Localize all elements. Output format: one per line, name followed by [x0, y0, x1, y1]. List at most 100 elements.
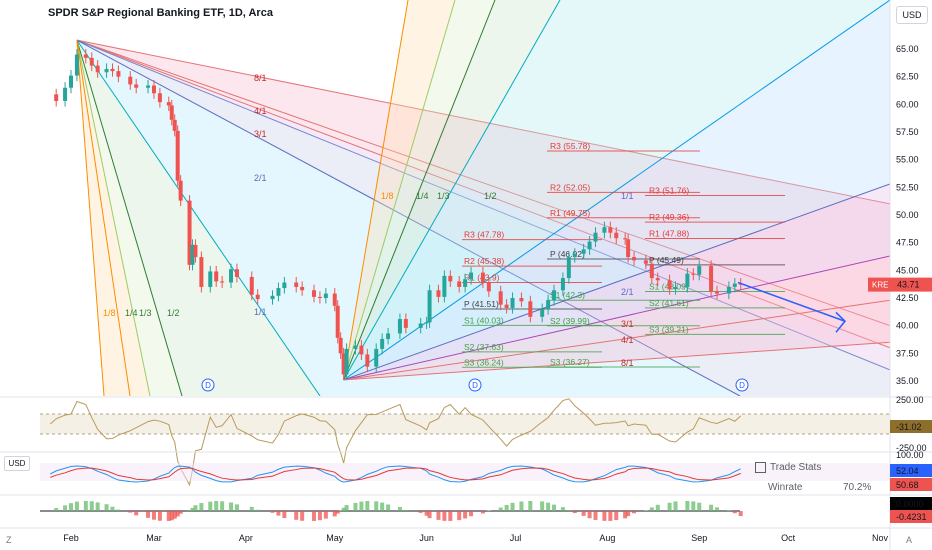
histogram-bar [110, 506, 115, 511]
currency-button-lower[interactable]: USD [4, 456, 30, 471]
gann-fan-layer [76, 0, 890, 396]
candle-body [691, 273, 696, 275]
candle-body [457, 281, 462, 287]
candle-body [234, 269, 239, 277]
price-tick-label: 47.50 [896, 238, 919, 248]
histogram-bar [229, 502, 234, 511]
gann-fan-label: 1/3 [139, 308, 152, 318]
histogram-bar [190, 507, 195, 511]
candle-body [697, 265, 702, 275]
osc2-tick-label: 100.00 [896, 450, 924, 460]
histogram-bar [134, 511, 139, 516]
candle-body [442, 275, 447, 297]
candle-body [480, 272, 485, 283]
gann-fan-line [343, 0, 890, 381]
candle-body [110, 68, 115, 72]
time-axis[interactable]: Feb Mar Apr May Jun Jul Aug Sep Oct Nov [0, 527, 932, 543]
stoch-d-line [50, 467, 741, 481]
histogram-bar [172, 511, 177, 519]
pivot-label: R1 (47.88) [649, 228, 689, 238]
gann-fan-line [343, 255, 890, 381]
candle-body [626, 239, 631, 258]
candle-body [229, 269, 234, 283]
chart-title: SPDR S&P Regional Banking ETF, 1D, Arca [48, 7, 273, 19]
candle-body [673, 286, 678, 290]
histogram-bar [270, 511, 275, 513]
oscillator-band [40, 463, 890, 481]
histogram-bar [510, 502, 515, 511]
histogram-bar [69, 503, 73, 511]
auto-scale-icon[interactable]: A [906, 535, 913, 545]
candle-body [380, 338, 385, 349]
candle-body [572, 253, 577, 258]
histogram-bar [726, 510, 731, 511]
osc1-tick-label: -250.00 [896, 443, 927, 453]
candle-body [403, 319, 408, 328]
histogram-bar [157, 511, 162, 521]
candle-body [83, 54, 88, 58]
candle-body [566, 257, 571, 279]
histogram-bar [566, 510, 571, 511]
candle-body [276, 288, 281, 296]
candle-body [540, 309, 545, 317]
histogram-bar [649, 507, 654, 511]
gann-fan-line [76, 39, 890, 349]
candle-body [732, 283, 737, 287]
osc2-value-label: 52.04 [896, 466, 919, 476]
currency-button[interactable]: USD [896, 6, 928, 24]
histogram-bar [63, 505, 68, 511]
candle-body [359, 345, 364, 355]
gann-fan-line [343, 0, 409, 380]
candle-body [353, 345, 358, 349]
gann-fan-label: 8/1 [254, 73, 267, 83]
histogram-bar [311, 511, 316, 521]
gann-fan-line [76, 39, 890, 327]
histogram-bar [282, 511, 287, 518]
histogram-bar [480, 511, 485, 514]
candle-body [300, 286, 305, 291]
time-tick-label: May [326, 533, 344, 543]
price-tick-label: 55.00 [896, 155, 919, 165]
candle-body [208, 271, 213, 287]
histogram-bar [528, 501, 533, 511]
gann-fan-line [343, 0, 496, 381]
pivot-label: S1 (42.3) [550, 290, 585, 300]
osc3-value-tag [890, 497, 932, 510]
histogram-bar [519, 501, 524, 511]
histogram-bar [74, 501, 79, 511]
candle-body [427, 290, 432, 323]
pivot-label: S3 (39.21) [649, 324, 689, 334]
histogram-bar [255, 509, 260, 511]
trade-stats-toggle[interactable]: Trade Stats [755, 462, 821, 473]
candle-body [332, 293, 337, 306]
candle-body [602, 227, 607, 233]
candle-body [504, 304, 509, 308]
candle-body [104, 68, 109, 73]
checkbox-icon[interactable] [755, 462, 766, 473]
histogram-bar [587, 511, 592, 519]
time-tick-label: Apr [239, 533, 253, 543]
price-axis[interactable]: 65.00 62.50 60.00 57.50 55.00 52.50 50.00 47.50… [868, 0, 932, 550]
histogram-bar [457, 511, 462, 521]
candle-body [344, 348, 349, 375]
histogram-bar [623, 511, 628, 519]
candle-body [436, 290, 441, 297]
candle-body [95, 65, 100, 73]
histogram-bar [732, 511, 737, 514]
osc3-value-label: 0.0000 [896, 499, 924, 509]
histogram-bar [220, 501, 225, 511]
histogram-bar [380, 502, 385, 511]
forecast-arrow [737, 281, 846, 322]
candle-body [178, 180, 183, 201]
last-price-value: 43.71 [897, 280, 920, 290]
candle-body [151, 85, 156, 94]
zoom-corner-icon[interactable]: Z [6, 535, 12, 545]
histogram-bar [353, 502, 358, 511]
last-price-symbol: KRE [872, 281, 888, 290]
candle-body [157, 93, 162, 103]
osc2-value-tag [890, 464, 932, 477]
gann-fan-label: 1/8 [381, 191, 394, 201]
gann-fan-line [76, 40, 131, 396]
histogram-bar [234, 504, 239, 511]
